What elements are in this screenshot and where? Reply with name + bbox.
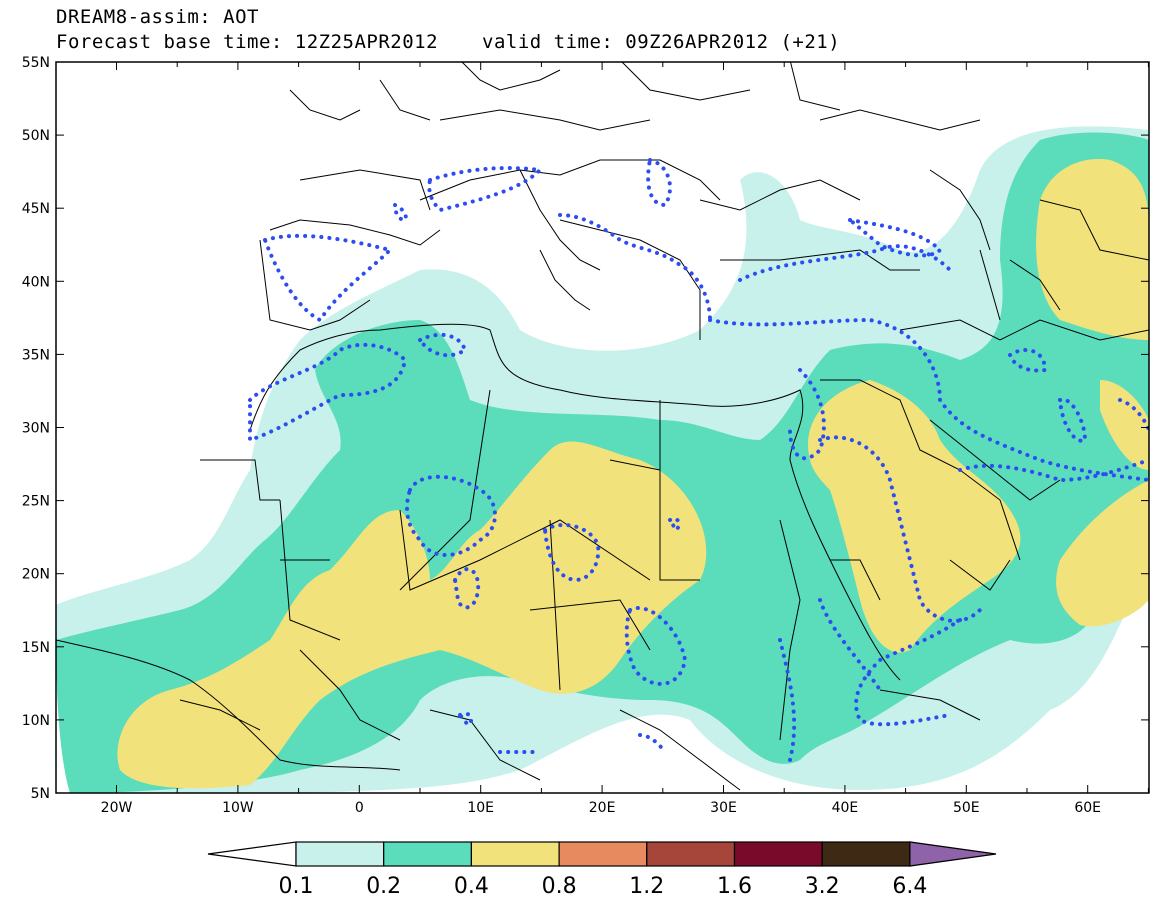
- colorbar-label: 0.8: [542, 874, 577, 899]
- colorbar-label: 0.1: [279, 874, 314, 899]
- colorbar-over-arrow: [909, 841, 997, 867]
- aot-contours: [248, 157, 1149, 762]
- colorbar-segment: [383, 841, 473, 867]
- forecast-base-time: Forecast base time: 12Z25APR2012: [56, 31, 439, 53]
- lon-label: 20W: [101, 800, 133, 816]
- lat-label: 25N: [22, 494, 50, 510]
- lon-label: 30E: [710, 800, 737, 816]
- aot-band-0.4-c: [1036, 159, 1149, 340]
- lon-label: 60E: [1074, 800, 1101, 816]
- aot-band-0.4-b: [808, 380, 1021, 653]
- colorbar-segment: [558, 841, 648, 867]
- aot-fields: [56, 126, 1149, 793]
- lat-label: 30N: [22, 421, 50, 437]
- lat-label: 5N: [31, 786, 50, 802]
- colorbar-label: 6.4: [892, 874, 927, 899]
- map-title: DREAM8-assim: AOT: [56, 6, 259, 28]
- lat-label: 15N: [22, 640, 50, 656]
- lat-label: 35N: [22, 347, 50, 363]
- colorbar-label: 0.2: [366, 874, 401, 899]
- lat-label: 40N: [22, 274, 50, 290]
- latitude-labels: 55N 50N 45N 40N 35N 30N 25N 20N 15N 10N 5N: [22, 55, 50, 802]
- lon-label: 10W: [222, 800, 254, 816]
- colorbar: 0.1 0.2 0.4 0.8 1.2 1.6 3.2 6.4: [207, 841, 997, 899]
- lon-label: 40E: [832, 800, 859, 816]
- colorbar-segment: [646, 841, 736, 867]
- colorbar-segment: [821, 841, 911, 867]
- colorbar-segment: [295, 841, 385, 867]
- colorbar-segment: [733, 841, 823, 867]
- lon-label: 50E: [953, 800, 980, 816]
- axis-ticks: [56, 61, 1149, 794]
- lat-label: 55N: [22, 55, 50, 71]
- aot-band-0.4-d: [1056, 480, 1149, 627]
- aot-band-0.4-e: [1100, 380, 1149, 470]
- valid-time: valid time: 09Z26APR2012 (+21): [482, 31, 841, 53]
- colorbar-label: 0.4: [454, 874, 489, 899]
- longitude-labels: 20W 10W 0 10E 20E 30E 40E 50E 60E: [101, 800, 1101, 816]
- lat-label: 45N: [22, 201, 50, 217]
- colorbar-label: 1.6: [717, 874, 752, 899]
- colorbar-label: 1.2: [629, 874, 664, 899]
- lon-label: 20E: [589, 800, 616, 816]
- country-borders: [56, 62, 1149, 791]
- colorbar-segment: [470, 841, 560, 867]
- aot-band-0.4-a: [117, 441, 707, 789]
- lat-label: 10N: [22, 713, 50, 729]
- lat-label: 50N: [22, 128, 50, 144]
- colorbar-label: 3.2: [805, 874, 840, 899]
- lon-label: 0: [355, 800, 364, 816]
- colorbar-under-arrow: [207, 841, 297, 867]
- lat-label: 20N: [22, 567, 50, 583]
- lon-label: 10E: [467, 800, 494, 816]
